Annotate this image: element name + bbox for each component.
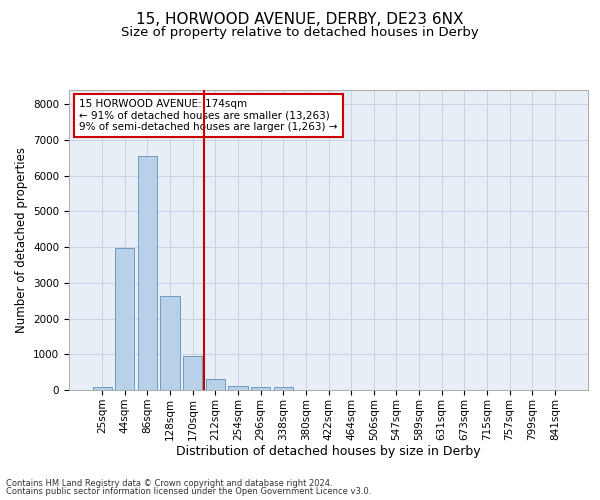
Bar (92, 388, 112, 390)
Bar (160, 296, 180, 390)
X-axis label: Distribution of detached houses by size in Derby: Distribution of detached houses by size … (176, 446, 481, 458)
Text: 15 HORWOOD AVENUE: 174sqm
← 91% of detached houses are smaller (13,263)
9% of se: 15 HORWOOD AVENUE: 174sqm ← 91% of detac… (79, 99, 338, 132)
Text: Size of property relative to detached houses in Derby: Size of property relative to detached ho… (121, 26, 479, 39)
Text: Contains HM Land Registry data © Crown copyright and database right 2024.: Contains HM Land Registry data © Crown c… (6, 478, 332, 488)
Bar (183, 356, 202, 390)
Bar (206, 379, 225, 390)
Bar (115, 248, 134, 390)
Bar (251, 386, 270, 390)
Text: Contains public sector information licensed under the Open Government Licence v3: Contains public sector information licen… (6, 487, 371, 496)
Bar (229, 386, 248, 390)
Text: 15, HORWOOD AVENUE, DERBY, DE23 6NX: 15, HORWOOD AVENUE, DERBY, DE23 6NX (136, 12, 464, 28)
Bar (138, 156, 157, 390)
Y-axis label: Number of detached properties: Number of detached properties (14, 147, 28, 333)
Bar (274, 387, 293, 390)
